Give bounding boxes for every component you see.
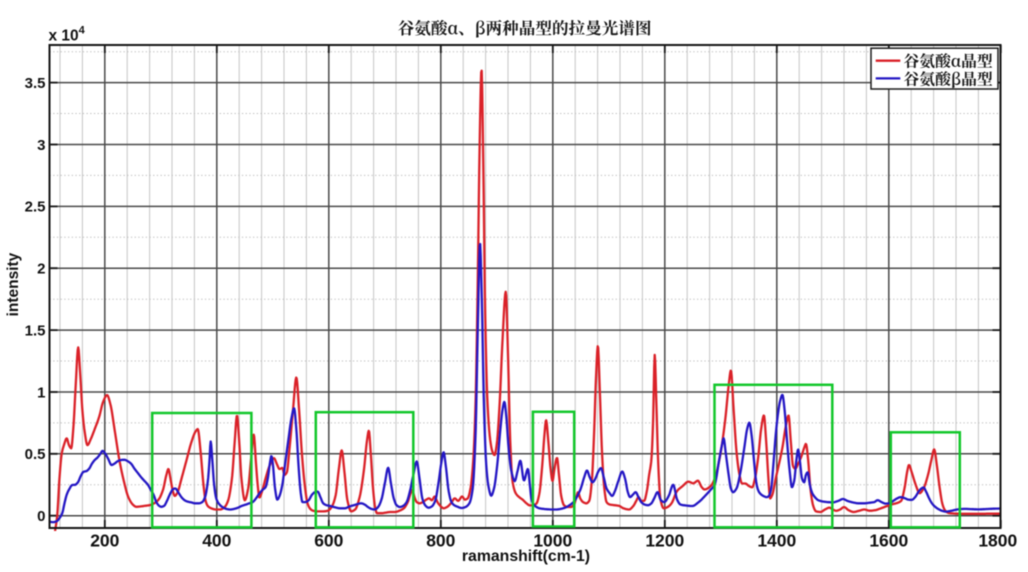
svg-text:1800: 1800: [978, 530, 1017, 550]
svg-text:ramanshift(cm-1): ramanshift(cm-1): [462, 548, 590, 565]
svg-text:0.5: 0.5: [25, 446, 46, 463]
svg-text:1600: 1600: [869, 530, 908, 550]
svg-text:3: 3: [37, 137, 45, 154]
svg-text:800: 800: [426, 530, 455, 550]
svg-text:600: 600: [314, 530, 343, 550]
svg-text:0: 0: [37, 508, 45, 525]
svg-text:400: 400: [202, 530, 231, 550]
svg-text:200: 200: [90, 530, 119, 550]
svg-text:3.5: 3.5: [25, 75, 46, 92]
svg-text:2.5: 2.5: [25, 199, 46, 216]
svg-text:intensity: intensity: [5, 252, 22, 316]
svg-text:1: 1: [37, 384, 45, 401]
svg-text:2: 2: [37, 261, 45, 278]
svg-text:1000: 1000: [533, 530, 572, 550]
svg-text:x 104: x 104: [49, 25, 86, 45]
svg-text:1200: 1200: [645, 530, 684, 550]
svg-text:1400: 1400: [757, 530, 796, 550]
svg-text:1.5: 1.5: [25, 322, 46, 339]
